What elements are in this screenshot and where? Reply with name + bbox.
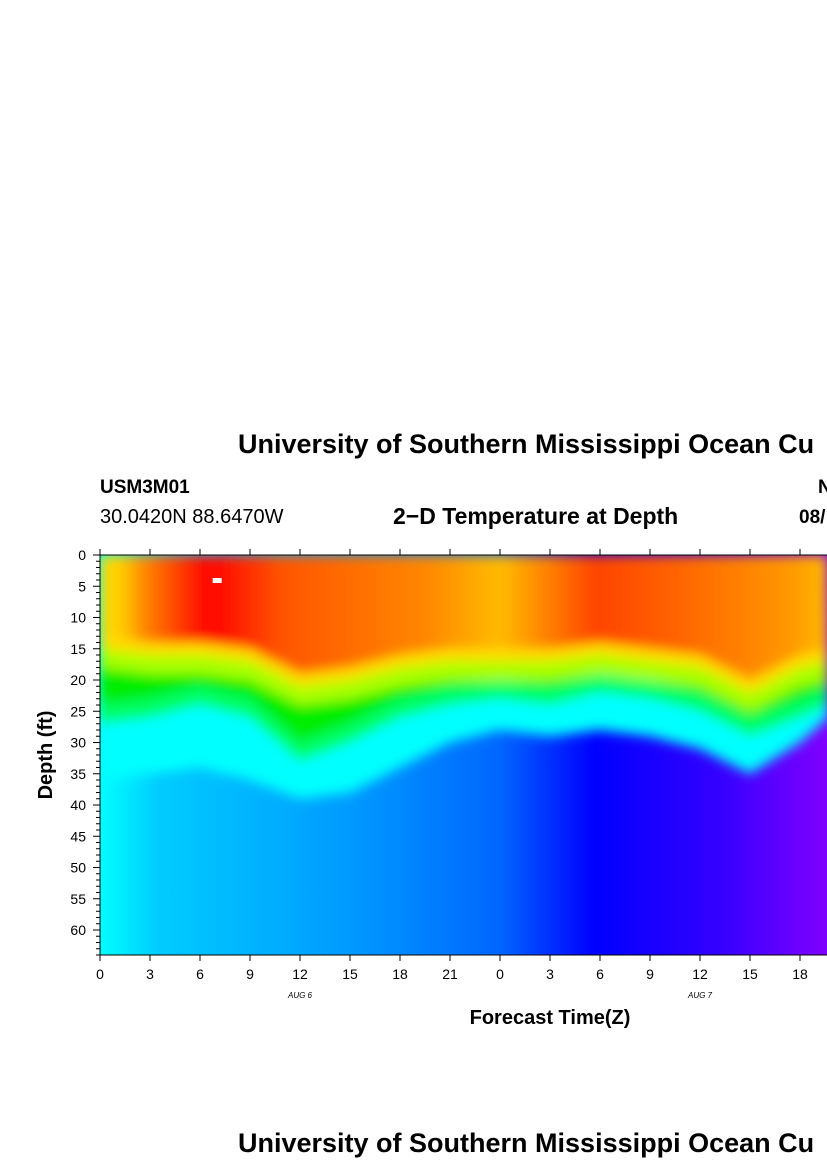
y-tick-label: 20	[70, 672, 86, 688]
station-coordinates: 30.0420N 88.6470W	[100, 506, 284, 528]
x-tick-label: 21	[442, 966, 458, 982]
x-tick-label: 0	[496, 966, 504, 982]
y-tick-label: 15	[70, 641, 86, 657]
y-axis-title: Depth (ft)	[35, 711, 57, 800]
x-tick-label: 12	[692, 966, 708, 982]
y-tick-label: 10	[70, 610, 86, 626]
y-tick-label: 55	[70, 891, 86, 907]
x-tick-label: 18	[392, 966, 408, 982]
x-tick-label: 0	[96, 966, 104, 982]
y-tick-label: 35	[70, 766, 86, 782]
y-tick-label: 0	[78, 547, 86, 563]
hot-spot-marker	[212, 578, 222, 583]
x-axis-title: Forecast Time(Z)	[470, 1007, 631, 1029]
y-tick-label: 45	[70, 828, 86, 844]
y-tick-label: 5	[78, 578, 86, 594]
x-tick-label: 6	[196, 966, 204, 982]
x-tick-label: 9	[646, 966, 654, 982]
x-tick-label: 3	[546, 966, 554, 982]
x-tick-label: 15	[742, 966, 758, 982]
x-date-label: AUG 7	[687, 991, 713, 1000]
y-tick-label: 40	[70, 797, 86, 813]
x-tick-label: 3	[146, 966, 154, 982]
y-tick-label: 30	[70, 735, 86, 751]
station-id: USM3M01	[100, 477, 190, 498]
chart-subtitle: 2−D Temperature at Depth	[393, 503, 679, 529]
x-tick-label: 6	[596, 966, 604, 982]
chart-axes: 0 3 6 9 12 15 18 21 0 3 6 9 12 15 18 AUG 6 AUG 7 0 5 10 15 20…	[70, 547, 827, 1000]
chart-title-bottom: University of Southern Mississippi Ocean…	[238, 1128, 815, 1158]
thermocline-layers	[100, 555, 827, 799]
y-tick-label: 25	[70, 703, 86, 719]
x-tick-label: 12	[292, 966, 308, 982]
chart-title-top: University of Southern Mississippi Ocean…	[238, 429, 815, 459]
heatmap-field	[100, 555, 827, 955]
x-tick-label: 18	[792, 966, 808, 982]
x-date-label: AUG 6	[287, 991, 313, 1000]
x-tick-label: 15	[342, 966, 358, 982]
y-tick-label: 60	[70, 922, 86, 938]
x-tick-label: 9	[246, 966, 254, 982]
y-tick-label: 50	[70, 860, 86, 876]
warm-surface-layer	[100, 555, 827, 680]
forecast-date-fragment: 08/	[799, 507, 826, 528]
right-header-fragment: N	[818, 477, 827, 498]
